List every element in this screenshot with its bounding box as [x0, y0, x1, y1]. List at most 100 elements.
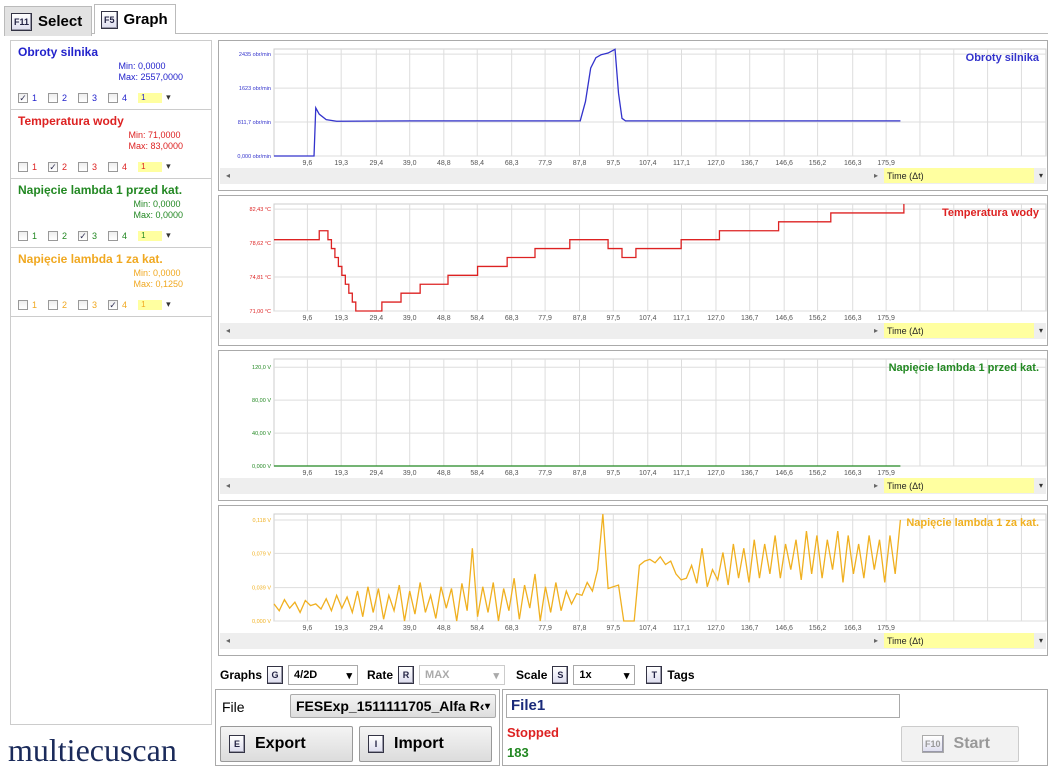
chevron-down-icon[interactable]: ▾ [1038, 636, 1043, 645]
x-tick-label: 29,4 [369, 625, 383, 632]
x-tick-label: 48,8 [437, 315, 451, 322]
file-select[interactable]: FESExp_1511111705_Alfa R‹ ▾ [290, 694, 496, 718]
key-badge: F11 [11, 12, 33, 31]
tags-key[interactable]: T [646, 666, 663, 684]
x-tick-label: 29,4 [369, 315, 383, 322]
tags-label[interactable]: Tags [667, 668, 695, 682]
checkbox-label: 3 [92, 92, 98, 103]
scroll-right-icon[interactable]: ▸ [874, 326, 879, 335]
chart-plot[interactable]: 71,00 °C 74,81 °C 78,62 °C 82,43 °C 9,6 19,3 2… [219, 196, 1047, 323]
chart-title: Napięcie lambda 1 za kat. [906, 517, 1039, 529]
horizontal-scrollbar[interactable]: ◂ ▸ Time (Δt) ▾ [220, 633, 1046, 649]
x-axis-select[interactable]: Time (Δt) [884, 633, 1034, 648]
scroll-left-icon[interactable]: ◂ [226, 326, 231, 335]
graphs-select[interactable]: 4/2D ▾ [288, 665, 359, 685]
chevron-down-icon[interactable]: ▾ [1038, 481, 1043, 490]
scale-select[interactable]: 1 [138, 92, 163, 103]
x-tick-label: 19,3 [334, 160, 348, 167]
scale-select[interactable]: 1x ▾ [573, 665, 636, 685]
scale-select[interactable]: 1 [138, 161, 163, 172]
rate-value: MAX [425, 669, 450, 681]
x-tick-label: 166,3 [844, 625, 862, 632]
graph-checkbox[interactable] [48, 92, 59, 103]
graph-checkbox[interactable]: ✓ [108, 299, 119, 310]
graphs-label: Graphs [220, 668, 263, 682]
x-tick-label: 97,5 [606, 160, 620, 167]
x-tick-label: 68,3 [505, 315, 519, 322]
graph-checkbox[interactable] [108, 161, 119, 172]
graph-checkbox[interactable] [108, 230, 119, 241]
x-tick-label: 156,2 [809, 160, 827, 167]
scroll-right-icon[interactable]: ▸ [874, 636, 879, 645]
tab-select[interactable]: F11 Select [4, 6, 92, 36]
graph-checkbox[interactable] [78, 299, 89, 310]
x-axis-select[interactable]: Time (Δt) [884, 478, 1034, 493]
tab-graph[interactable]: F5 Graph [94, 4, 176, 34]
plot-area [273, 48, 1047, 157]
start-button[interactable]: F10 Start [901, 726, 1019, 762]
scale-select[interactable]: 1 [138, 299, 163, 310]
scale-select[interactable]: 1 [138, 230, 163, 241]
chevron-down-icon[interactable]: ▾ [1038, 171, 1043, 180]
scroll-left-icon[interactable]: ◂ [226, 636, 231, 645]
graph-checkbox[interactable] [108, 92, 119, 103]
x-tick-label: 19,3 [334, 470, 348, 477]
graph-checkbox[interactable] [48, 299, 59, 310]
graph-checkbox[interactable] [18, 161, 28, 172]
chevron-down-icon: ▾ [166, 92, 171, 102]
x-tick-label: 107,4 [639, 470, 657, 477]
horizontal-scrollbar[interactable]: ◂ ▸ Time (Δt) ▾ [220, 323, 1046, 339]
chevron-down-icon[interactable]: ▾ [1038, 326, 1043, 335]
graph-checkbox[interactable]: ✓ [78, 230, 89, 241]
chevron-down-icon: ▾ [623, 669, 630, 682]
chart-plot[interactable]: 0,000 obr/min 811,7 obr/min 1623 obr/min 24… [219, 41, 1047, 168]
graphs-key[interactable]: G [267, 666, 284, 684]
rate-select[interactable]: MAX ▾ [419, 665, 506, 685]
signal-list: Obroty silnika Min: 0,0000 Max: 2557,0000… [10, 40, 212, 725]
series-line [274, 204, 905, 312]
chart-panel: 0,000 V 40,00 V 80,00 V 120,0 V 9,6 19,3 29,4 3… [218, 350, 1048, 501]
checkbox-label: 4 [122, 161, 128, 172]
graph-checkbox[interactable] [78, 92, 89, 103]
x-axis-select[interactable]: Time (Δt) [884, 168, 1034, 183]
graph-checkbox[interactable]: ✓ [48, 161, 59, 172]
y-tick-label: 0,118 V [252, 518, 271, 524]
x-tick-label: 87,8 [573, 160, 587, 167]
recording-name-input[interactable]: File1 [506, 694, 900, 718]
scroll-left-icon[interactable]: ◂ [226, 481, 231, 490]
x-tick-label: 87,8 [573, 470, 587, 477]
checkbox-label: 1 [32, 230, 38, 241]
graph-checkbox[interactable] [78, 161, 89, 172]
y-tick-label: 82,43 °C [250, 207, 271, 213]
signal-minmax: Min: 71,0000 Max: 83,0000 [128, 130, 183, 152]
horizontal-scrollbar[interactable]: ◂ ▸ Time (Δt) ▾ [220, 478, 1046, 494]
x-tick-label: 117,1 [673, 160, 690, 167]
chevron-down-icon: ▾ [166, 230, 171, 240]
checkbox-label: 3 [92, 161, 98, 172]
tab-label: Select [38, 13, 83, 30]
signal-item: Temperatura wody Min: 71,0000 Max: 83,000… [11, 110, 211, 179]
rate-key[interactable]: R [398, 666, 415, 684]
scroll-right-icon[interactable]: ▸ [874, 171, 879, 180]
x-axis-select[interactable]: Time (Δt) [884, 323, 1034, 338]
x-tick-label: 97,5 [606, 470, 620, 477]
x-tick-label: 39,0 [403, 625, 417, 632]
graph-checkbox[interactable] [48, 230, 59, 241]
horizontal-scrollbar[interactable]: ◂ ▸ Time (Δt) ▾ [220, 168, 1046, 184]
graph-checkbox[interactable]: ✓ [18, 92, 28, 103]
scale-key[interactable]: S [552, 666, 569, 684]
graph-checkbox[interactable] [18, 299, 28, 310]
y-tick-label: 80,00 V [252, 398, 271, 404]
scroll-right-icon[interactable]: ▸ [874, 481, 879, 490]
signal-name: Temperatura wody [18, 114, 124, 128]
export-button[interactable]: E Export [220, 726, 353, 762]
checkbox-label: 4 [122, 92, 128, 103]
chart-plot[interactable]: 0,000 V 0,039 V 0,079 V 0,118 V 9,6 19,3 29,4 3… [219, 506, 1047, 633]
x-tick-label: 146,6 [775, 625, 793, 632]
x-tick-label: 87,8 [573, 315, 587, 322]
import-button[interactable]: I Import [359, 726, 492, 762]
chart-plot[interactable]: 0,000 V 40,00 V 80,00 V 120,0 V 9,6 19,3 29,4 3… [219, 351, 1047, 478]
graph-checkbox[interactable] [18, 230, 28, 241]
scroll-left-icon[interactable]: ◂ [226, 171, 231, 180]
checkbox-label: 1 [32, 92, 38, 103]
